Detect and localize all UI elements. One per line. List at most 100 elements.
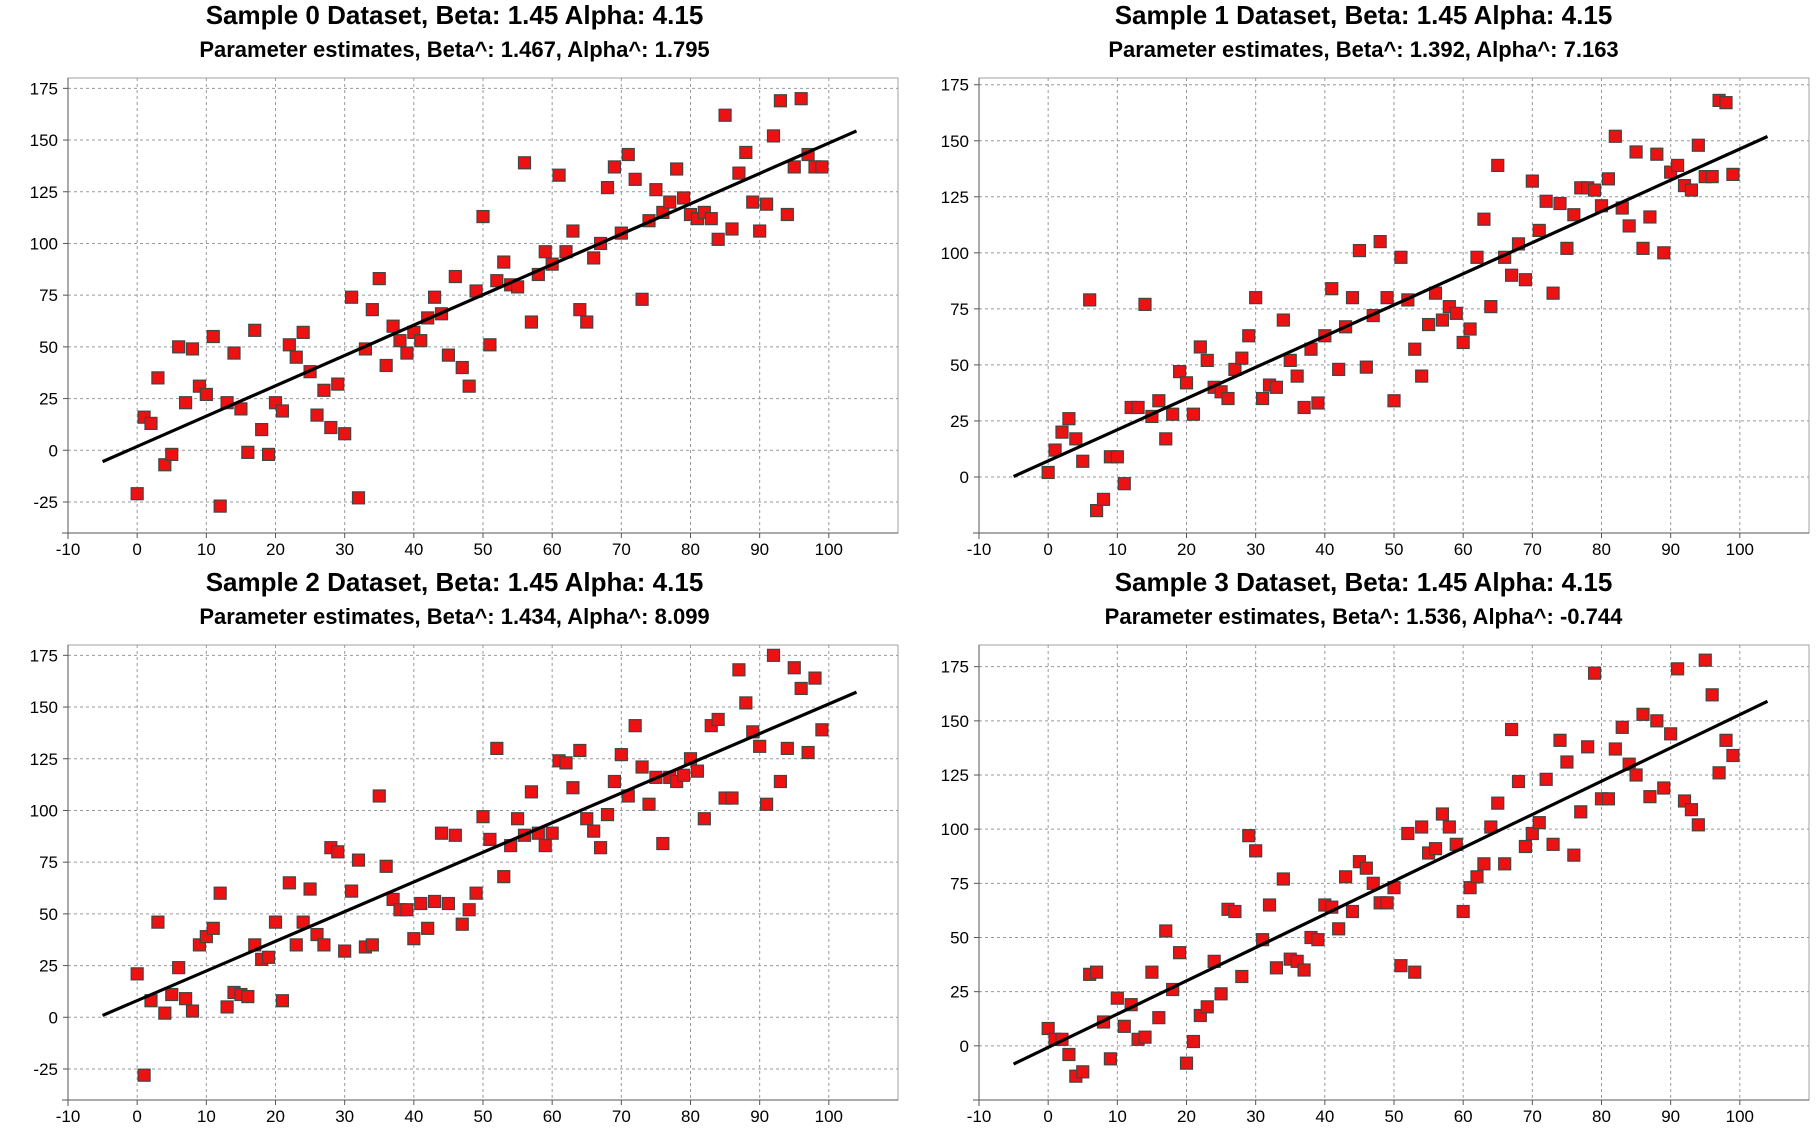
data-point: [1345, 904, 1360, 919]
data-point: [1525, 826, 1539, 841]
data-point: [635, 760, 649, 774]
data-point: [1069, 432, 1083, 446]
data-point: [1726, 167, 1740, 181]
chart-subtitle: Parameter estimates, Beta^: 1.434, Alpha…: [199, 604, 710, 629]
data-point: [1089, 503, 1104, 518]
data-point: [130, 487, 144, 501]
x-tick-label: 90: [1661, 1107, 1680, 1126]
data-point: [1117, 1019, 1131, 1033]
data-point: [600, 807, 615, 822]
data-point: [137, 1068, 151, 1082]
data-point: [421, 921, 435, 935]
data-point: [310, 927, 324, 942]
y-tick-label: 75: [39, 853, 58, 872]
data-point: [607, 774, 622, 789]
x-tick-label: 50: [1385, 1107, 1404, 1126]
data-point: [1691, 818, 1705, 832]
y-tick-label: 50: [39, 338, 58, 357]
data-point: [1698, 653, 1712, 667]
data-point: [185, 342, 200, 356]
y-tick-label: 25: [39, 390, 58, 409]
data-point: [282, 876, 296, 890]
data-point: [676, 191, 691, 205]
y-tick-label: 50: [950, 929, 969, 948]
data-point: [1096, 492, 1111, 506]
x-tick-label: 20: [266, 1107, 285, 1126]
chart-title: Sample 2 Dataset, Beta: 1.45 Alpha: 4.15: [205, 567, 704, 597]
data-point: [434, 826, 449, 840]
y-tick-label: 75: [39, 286, 58, 305]
data-point: [1539, 194, 1553, 208]
data-point: [538, 245, 552, 259]
x-tick-label: 40: [1315, 1107, 1334, 1126]
data-point: [1145, 965, 1159, 979]
data-point: [1608, 129, 1622, 143]
data-point: [815, 723, 829, 737]
data-point: [1587, 666, 1602, 680]
y-tick-label: 25: [950, 983, 969, 1002]
data-point: [1359, 861, 1373, 875]
data-point: [1491, 796, 1505, 810]
data-point: [1553, 196, 1567, 211]
data-point: [1629, 145, 1643, 159]
chart-panel-1: Sample 1 Dataset, Beta: 1.45 Alpha: 4.15…: [909, 0, 1818, 567]
data-point: [379, 859, 393, 873]
data-point: [545, 826, 559, 840]
x-tick-label: 70: [1523, 540, 1542, 559]
data-point: [1235, 969, 1249, 984]
x-tick-label: 80: [1592, 540, 1611, 559]
data-point: [725, 222, 739, 236]
data-point: [1062, 412, 1076, 426]
data-point: [497, 870, 511, 884]
data-point: [780, 741, 794, 756]
data-point: [1484, 300, 1498, 314]
data-point: [1041, 1021, 1055, 1036]
data-point: [1200, 1000, 1214, 1014]
data-point: [1643, 790, 1657, 804]
data-point: [331, 845, 345, 859]
data-point: [1705, 170, 1719, 184]
data-point: [165, 447, 179, 462]
data-point: [282, 338, 296, 352]
data-point: [206, 921, 220, 935]
data-point: [448, 828, 462, 842]
y-tick-label: 100: [941, 244, 969, 263]
data-point: [261, 447, 276, 462]
data-point: [317, 938, 331, 952]
x-tick-label: 30: [1246, 540, 1265, 559]
data-point: [379, 358, 393, 373]
data-point: [1159, 432, 1173, 446]
data-point: [427, 894, 442, 909]
data-point: [178, 396, 193, 410]
data-point: [1249, 291, 1263, 305]
data-point: [1076, 454, 1090, 468]
fit-line: [101, 690, 858, 1017]
fit-line: [1012, 135, 1769, 478]
data-point: [1408, 965, 1422, 979]
data-point: [1255, 391, 1270, 406]
data-point: [261, 950, 276, 964]
data-point: [1608, 742, 1622, 756]
x-tick-label: 10: [1108, 1107, 1127, 1126]
data-point: [365, 303, 379, 317]
data-point: [1456, 335, 1470, 350]
x-tick-label: 100: [1726, 1107, 1754, 1126]
data-point: [497, 255, 511, 269]
data-point: [628, 172, 642, 186]
data-point: [1525, 174, 1539, 188]
data-point: [718, 108, 732, 122]
data-point: [1159, 924, 1173, 938]
data-point: [344, 884, 359, 898]
data-point: [1587, 183, 1602, 197]
data-point: [1269, 380, 1284, 394]
chart-title: Sample 3 Dataset, Beta: 1.45 Alpha: 4.15: [1114, 567, 1613, 597]
data-point: [1332, 922, 1346, 936]
data-point: [455, 360, 469, 375]
y-tick-label: 150: [30, 131, 58, 150]
x-tick-label: 100: [815, 540, 843, 559]
data-point: [1138, 1030, 1152, 1044]
data-point: [386, 319, 400, 333]
data-point: [1062, 1047, 1076, 1062]
data-point: [1276, 872, 1290, 886]
data-point: [573, 303, 587, 317]
